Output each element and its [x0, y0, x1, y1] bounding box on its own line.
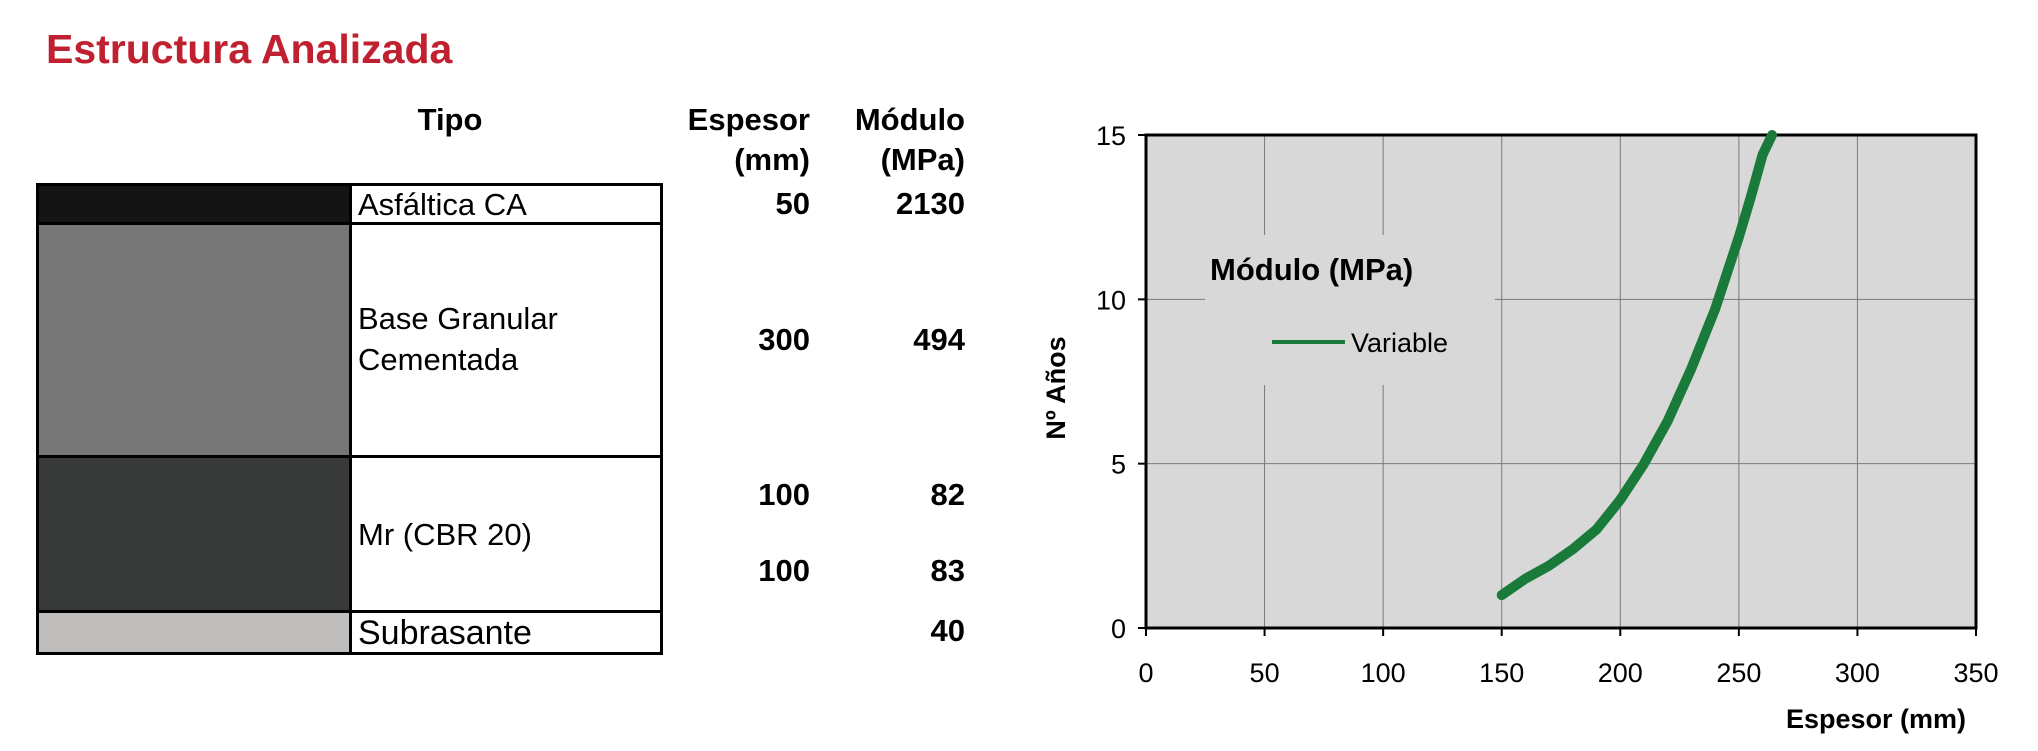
layer-row-mr-cbr20: Mr (CBR 20): [349, 455, 663, 613]
x-tick-label: 150: [1479, 658, 1524, 688]
modulo-mr-2: 83: [930, 553, 965, 588]
legend-title: Módulo (MPa): [1210, 252, 1413, 287]
espesor-anos-chart: 0 50 100 150 200 250 300 350 0 5 10 15 Espesor (mm) N…: [1041, 121, 1999, 734]
layer-swatch-asfaltica: [36, 183, 352, 225]
espesor-asfaltica: 50: [775, 186, 810, 221]
layer-row-base-granular: Base Granular Cementada: [349, 222, 663, 458]
plot-frame: [1144, 133, 1978, 630]
legend-label: Variable: [1351, 328, 1448, 358]
espesor-mr-2: 100: [758, 553, 810, 588]
y-axis-label: Nº Años: [1041, 336, 1071, 439]
legend-box: [1205, 235, 1495, 385]
layer-row-asfaltica: Asfáltica CA: [349, 183, 663, 225]
y-tick-label: 0: [1111, 614, 1126, 644]
espesor-base-granular: 300: [758, 322, 810, 357]
x-tick-label: 0: [1138, 658, 1153, 688]
layer-swatch-base-granular: [36, 222, 352, 458]
header-espesor-line1: Espesor: [687, 102, 810, 137]
modulo-base-granular: 494: [913, 322, 965, 357]
x-tick-label: 200: [1598, 658, 1643, 688]
modulo-mr-1: 82: [930, 477, 965, 512]
y-tick-label: 5: [1111, 450, 1126, 480]
header-modulo: Módulo (MPa): [820, 100, 965, 180]
x-tick-label: 300: [1835, 658, 1880, 688]
header-modulo-line2: (MPa): [880, 142, 965, 177]
layer-name-mr-cbr20: Mr (CBR 20): [358, 517, 532, 552]
x-axis-label: Espesor (mm): [1786, 704, 1966, 734]
x-tick-label: 100: [1361, 658, 1406, 688]
x-tick-label: 250: [1716, 658, 1761, 688]
header-tipo: Tipo: [417, 102, 483, 137]
layer-swatch-mr-cbr20: [36, 455, 352, 613]
modulo-subrasante: 40: [930, 613, 965, 648]
y-tick-label: 10: [1096, 285, 1126, 315]
layer-name-base-granular-line1: Base Granular: [358, 301, 558, 336]
y-tick-label: 15: [1096, 121, 1126, 151]
x-tick-label: 50: [1250, 658, 1280, 688]
layer-name-subrasante: Subrasante: [358, 614, 532, 652]
espesor-mr-1: 100: [758, 477, 810, 512]
page-title: Estructura Analizada: [46, 26, 453, 72]
header-espesor: Espesor (mm): [640, 100, 810, 180]
series-line-variable: [1496, 130, 1778, 601]
header-modulo-line1: Módulo: [854, 102, 965, 137]
modulo-asfaltica: 2130: [896, 186, 965, 221]
header-espesor-line2: (mm): [734, 142, 810, 177]
layer-row-subrasante: Subrasante: [349, 610, 663, 655]
x-tick-label: 350: [1953, 658, 1998, 688]
layer-name-asfaltica: Asfáltica CA: [358, 187, 527, 222]
layer-name-base-granular-line2: Cementada: [358, 342, 519, 377]
layer-swatch-subrasante: [36, 610, 352, 655]
